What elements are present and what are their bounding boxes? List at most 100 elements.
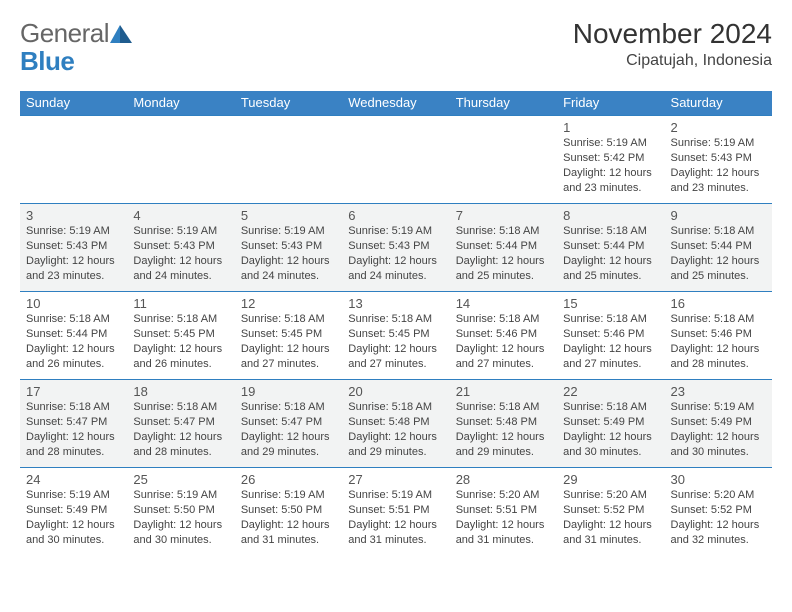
calendar-day-cell: 8Sunrise: 5:18 AMSunset: 5:44 PMDaylight… (557, 204, 664, 292)
day-number: 5 (235, 204, 342, 224)
day-info: Sunrise: 5:20 AMSunset: 5:51 PMDaylight:… (450, 488, 557, 550)
day-number: 17 (20, 380, 127, 400)
sunrise-text: Sunrise: 5:18 AM (348, 401, 432, 413)
calendar-week-row: 1Sunrise: 5:19 AM Sunset: 5:42 PM Daylight… (20, 116, 772, 204)
sunset-text: Sunset: 5:47 PM (133, 416, 214, 428)
sunset-text: Sunset: 5:46 PM (456, 328, 537, 340)
calendar-day-cell: 4Sunrise: 5:19 AMSunset: 5:43 PMDaylight… (127, 204, 234, 292)
daylight-text: Daylight: 12 hours and 27 minutes. (456, 343, 545, 370)
calendar-day-cell: 26Sunrise: 5:19 AMSunset: 5:50 PMDayligh… (235, 468, 342, 556)
calendar-day-cell: 21Sunrise: 5:18 AMSunset: 5:48 PMDayligh… (450, 380, 557, 468)
sunset-text: Sunset: 5:46 PM (563, 328, 644, 340)
day-number: 14 (450, 292, 557, 312)
day-info: Sunrise: 5:18 AMSunset: 5:46 PMDaylight:… (665, 312, 772, 374)
sunset-text: Sunset: 5:43 PM (671, 152, 752, 164)
daylight-text: Daylight: 12 hours and 31 minutes. (348, 519, 437, 546)
logo-triangle-icon (120, 25, 132, 43)
weekday-header: Wednesday (342, 91, 449, 116)
sunset-text: Sunset: 5:44 PM (563, 240, 644, 252)
sunrise-text: Sunrise: 5:18 AM (456, 225, 540, 237)
day-number: 19 (235, 380, 342, 400)
day-number: 1 (557, 116, 664, 136)
day-number: 4 (127, 204, 234, 224)
day-number: 30 (665, 468, 772, 488)
daylight-text: Daylight: 12 hours and 26 minutes. (133, 343, 222, 370)
sunrise-text: Sunrise: 5:18 AM (563, 225, 647, 237)
calendar-day-cell: 1Sunrise: 5:19 AM Sunset: 5:42 PM Daylight… (557, 116, 664, 204)
day-info: Sunrise: 5:19 AMSunset: 5:50 PMDaylight:… (235, 488, 342, 550)
sunrise-text: Sunrise: 5:18 AM (241, 401, 325, 413)
day-info: Sunrise: 5:18 AMSunset: 5:48 PMDaylight:… (342, 400, 449, 462)
day-number: 12 (235, 292, 342, 312)
sunset-text: Sunset: 5:43 PM (133, 240, 214, 252)
day-info: Sunrise: 5:18 AM Sunset: 5:44 PM Daylight:… (450, 224, 557, 286)
sunrise-text: Sunrise: 5:18 AM (456, 401, 540, 413)
daylight-text: Daylight: 12 hours and 27 minutes. (563, 343, 652, 370)
day-number: 7 (450, 204, 557, 224)
daylight-text: Daylight: 12 hours and 25 minutes. (563, 255, 652, 282)
day-info: Sunrise: 5:20 AMSunset: 5:52 PMDaylight:… (557, 488, 664, 550)
daylight-text: Daylight: 12 hours and 24 minutes. (348, 255, 437, 282)
logo: General (20, 18, 132, 49)
daylight-text: Daylight: 12 hours and 29 minutes. (348, 431, 437, 458)
daylight-text: Daylight: 12 hours and 29 minutes. (456, 431, 545, 458)
calendar-day-cell: 5Sunrise: 5:19 AMSunset: 5:43 PMDaylight… (235, 204, 342, 292)
daylight-text: Daylight: 12 hours and 29 minutes. (241, 431, 330, 458)
sunset-text: Sunset: 5:45 PM (348, 328, 429, 340)
calendar-day-cell (450, 116, 557, 204)
day-info: Sunrise: 5:19 AMSunset: 5:43 PMDaylight:… (235, 224, 342, 286)
sunset-text: Sunset: 5:42 PM (563, 152, 644, 164)
day-number: 16 (665, 292, 772, 312)
daylight-text: Daylight: 12 hours and 23 minutes. (563, 167, 652, 194)
daylight-text: Daylight: 12 hours and 28 minutes. (26, 431, 115, 458)
day-number: 29 (557, 468, 664, 488)
day-number: 18 (127, 380, 234, 400)
weekday-header: Monday (127, 91, 234, 116)
sunset-text: Sunset: 5:43 PM (26, 240, 107, 252)
sunrise-text: Sunrise: 5:18 AM (26, 313, 110, 325)
day-info: Sunrise: 5:19 AMSunset: 5:51 PMDaylight:… (342, 488, 449, 550)
daylight-text: Daylight: 12 hours and 27 minutes. (348, 343, 437, 370)
daylight-text: Daylight: 12 hours and 23 minutes. (26, 255, 115, 282)
day-number: 24 (20, 468, 127, 488)
daylight-text: Daylight: 12 hours and 24 minutes. (133, 255, 222, 282)
calendar-day-cell: 29Sunrise: 5:20 AMSunset: 5:52 PMDayligh… (557, 468, 664, 556)
sunset-text: Sunset: 5:52 PM (563, 504, 644, 516)
sunrise-text: Sunrise: 5:19 AM (241, 225, 325, 237)
day-info: Sunrise: 5:18 AMSunset: 5:49 PMDaylight:… (557, 400, 664, 462)
sunrise-text: Sunrise: 5:19 AM (563, 137, 647, 149)
day-number: 9 (665, 204, 772, 224)
calendar-day-cell (127, 116, 234, 204)
calendar-day-cell: 19Sunrise: 5:18 AMSunset: 5:47 PMDayligh… (235, 380, 342, 468)
daylight-text: Daylight: 12 hours and 25 minutes. (456, 255, 545, 282)
daylight-text: Daylight: 12 hours and 25 minutes. (671, 255, 760, 282)
sunset-text: Sunset: 5:44 PM (26, 328, 107, 340)
calendar-day-cell: 30Sunrise: 5:20 AMSunset: 5:52 PMDayligh… (665, 468, 772, 556)
sunrise-text: Sunrise: 5:19 AM (241, 489, 325, 501)
day-info: Sunrise: 5:20 AMSunset: 5:52 PMDaylight:… (665, 488, 772, 550)
sunset-text: Sunset: 5:45 PM (241, 328, 322, 340)
weekday-header-row: SundayMondayTuesdayWednesdayThursdayFrid… (20, 91, 772, 116)
sunset-text: Sunset: 5:44 PM (456, 240, 537, 252)
day-number: 26 (235, 468, 342, 488)
sunrise-text: Sunrise: 5:20 AM (671, 489, 755, 501)
daylight-text: Daylight: 12 hours and 31 minutes. (563, 519, 652, 546)
sunrise-text: Sunrise: 5:19 AM (26, 225, 110, 237)
sunset-text: Sunset: 5:51 PM (456, 504, 537, 516)
weekday-header: Saturday (665, 91, 772, 116)
sunset-text: Sunset: 5:51 PM (348, 504, 429, 516)
calendar-day-cell: 23Sunrise: 5:19 AMSunset: 5:49 PMDayligh… (665, 380, 772, 468)
sunset-text: Sunset: 5:48 PM (456, 416, 537, 428)
day-number: 20 (342, 380, 449, 400)
sunrise-text: Sunrise: 5:19 AM (133, 489, 217, 501)
calendar-day-cell: 11Sunrise: 5:18 AMSunset: 5:45 PMDayligh… (127, 292, 234, 380)
daylight-text: Daylight: 12 hours and 28 minutes. (133, 431, 222, 458)
calendar-week-row: 3Sunrise: 5:19 AMSunset: 5:43 PMDaylight… (20, 204, 772, 292)
day-info: Sunrise: 5:18 AMSunset: 5:47 PMDaylight:… (235, 400, 342, 462)
sunrise-text: Sunrise: 5:18 AM (133, 401, 217, 413)
logo-text-2: Blue (20, 46, 74, 77)
day-info: Sunrise: 5:18 AMSunset: 5:46 PMDaylight:… (557, 312, 664, 374)
day-number: 2 (665, 116, 772, 136)
sunrise-text: Sunrise: 5:19 AM (671, 401, 755, 413)
calendar-day-cell: 15Sunrise: 5:18 AMSunset: 5:46 PMDayligh… (557, 292, 664, 380)
